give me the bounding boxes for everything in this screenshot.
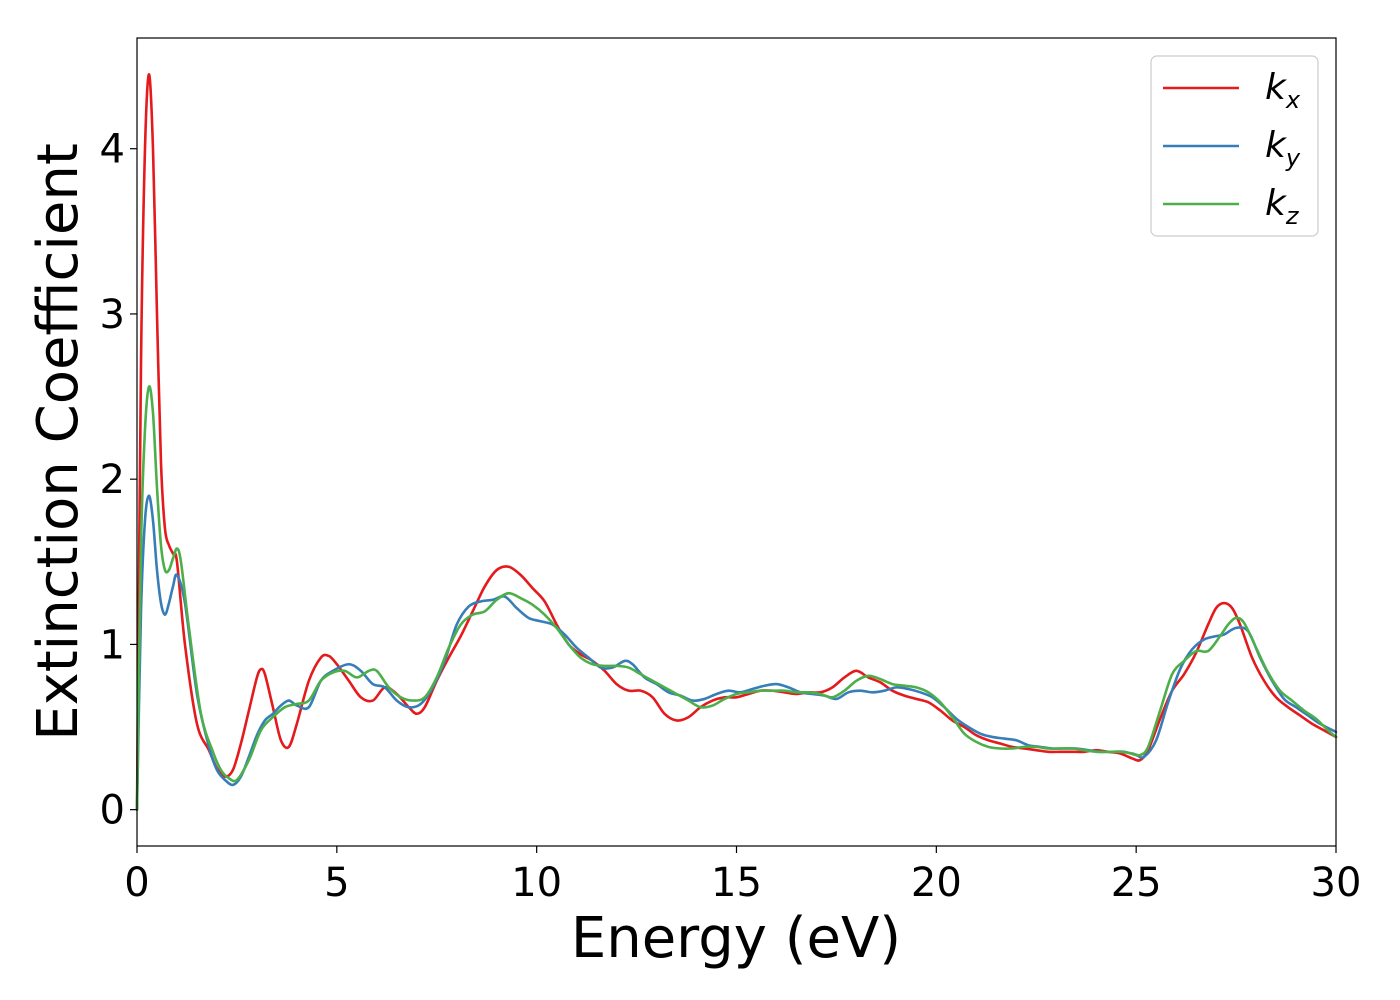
x-axis-label: Energy (eV) [571, 906, 901, 971]
x-tick-label: 20 [911, 860, 962, 906]
series-line-x [135, 73, 1338, 811]
y-axis-ticks: 0 1 2 3 4 [100, 127, 137, 834]
legend-label-y: ky [1265, 125, 1301, 172]
legend-label-x: kx [1265, 67, 1301, 114]
x-tick-label: 30 [1311, 860, 1362, 906]
y-axis-label: Extinction Coefficient [26, 143, 91, 741]
y-tick-label: 4 [100, 127, 125, 173]
x-axis-ticks: 0 5 10 15 20 25 30 [124, 846, 1361, 906]
plot-lines [135, 73, 1338, 811]
x-tick-label: 10 [511, 860, 562, 906]
x-tick-label: 0 [124, 860, 149, 906]
y-tick-label: 3 [100, 292, 125, 338]
x-tick-label: 15 [711, 860, 762, 906]
y-tick-label: 2 [100, 457, 125, 503]
x-tick-label: 25 [1111, 860, 1162, 906]
series-line-z [135, 385, 1338, 811]
y-tick-label: 0 [100, 788, 125, 834]
x-tick-label: 5 [324, 860, 349, 906]
y-tick-label: 1 [100, 622, 125, 668]
